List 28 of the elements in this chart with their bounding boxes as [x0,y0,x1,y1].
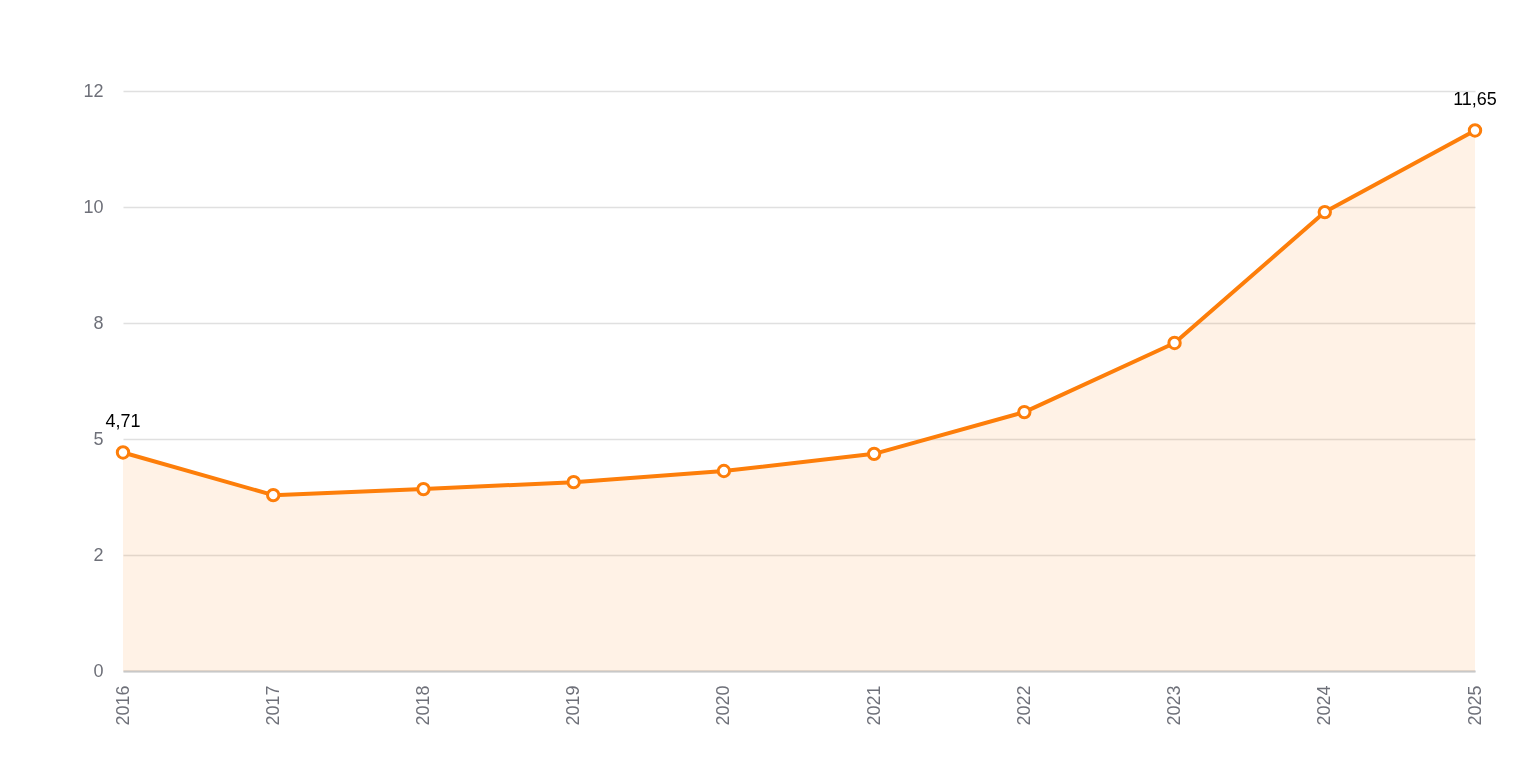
x-tick-label: 2021 [863,685,884,726]
x-tick-label: 2020 [713,685,734,726]
y-tick-label: 12 [83,80,104,101]
point [266,487,281,503]
point [866,446,882,462]
y-tick-label: 5 [93,428,104,449]
point [115,445,131,460]
x-tick-label: 2016 [112,685,133,726]
x-tick-label: 2017 [262,685,283,726]
point [1467,123,1483,138]
y-tick-label: 8 [93,312,104,333]
y-tick-label: 2 [93,544,104,565]
x-tick-label: 2023 [1164,685,1185,726]
point [1167,335,1182,351]
x-tick-label: 2022 [1013,685,1034,726]
point [1317,204,1332,220]
x-tick-label: 2025 [1464,685,1485,726]
x-tick-label: 2019 [563,685,584,726]
point [416,481,431,497]
point [1017,404,1032,420]
x-tick-label: 2018 [412,685,433,726]
data-label: 4,71 [105,411,141,432]
x-tick-label: 2024 [1314,685,1335,726]
y-tick-label: 10 [83,196,104,217]
data-label: 11,65 [1453,89,1497,110]
y-tick-label: 0 [93,660,104,681]
point [566,474,581,490]
point [716,463,732,479]
